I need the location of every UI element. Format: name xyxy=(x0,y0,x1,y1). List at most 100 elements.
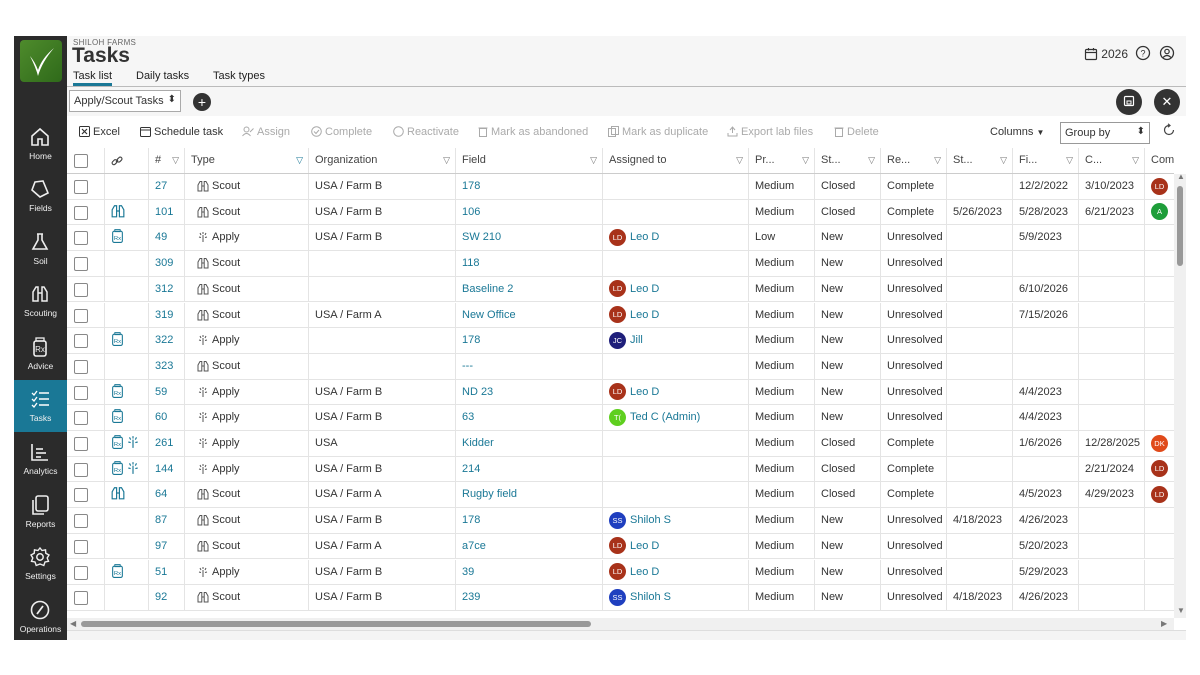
scroll-right-icon[interactable]: ▶ xyxy=(1161,619,1168,628)
row-checkbox[interactable] xyxy=(74,308,88,323)
field-link[interactable]: 239 xyxy=(462,591,481,604)
row-checkbox[interactable] xyxy=(74,514,88,529)
field-link[interactable]: a7ce xyxy=(462,539,486,552)
table-row[interactable]: 101 Scout USA / Farm B 106 Medium Closed Compl… xyxy=(67,199,1174,226)
table-row[interactable]: Rx 51 Apply USA / Farm B 39 LD Leo D Medium New U… xyxy=(67,559,1174,586)
export-lab-files-button[interactable]: Export lab files xyxy=(727,126,813,138)
table-row[interactable]: 97 Scout USA / Farm A a7ce LD Leo D Medium New U… xyxy=(67,533,1174,560)
scout-link-icon[interactable] xyxy=(111,487,127,500)
task-number-link[interactable]: 27 xyxy=(155,180,168,192)
prescription-icon[interactable]: Rx xyxy=(111,332,126,347)
table-row[interactable]: 309 Scout 118 Medium New Unresolved xyxy=(67,251,1174,277)
sidebar-item-operations[interactable]: Operations xyxy=(14,591,67,640)
schedule-task-button[interactable]: Schedule task xyxy=(140,126,223,138)
filter-icon[interactable]: ▽ xyxy=(1066,155,1073,165)
row-checkbox[interactable] xyxy=(74,180,88,194)
vertical-scroll-thumb[interactable] xyxy=(1177,186,1183,266)
field-link[interactable]: 63 xyxy=(462,411,475,424)
header-field[interactable]: Field ▽ xyxy=(456,148,603,173)
vertical-scrollbar[interactable]: ▲ ▼ xyxy=(1174,172,1186,618)
horizontal-scroll-thumb[interactable] xyxy=(81,621,591,627)
row-checkbox[interactable] xyxy=(74,385,88,400)
tab-task-types[interactable]: Task types xyxy=(213,70,265,82)
assignee-link[interactable]: Leo D xyxy=(630,308,660,321)
sidebar-item-scouting[interactable]: Scouting xyxy=(14,275,67,327)
task-number-link[interactable]: 319 xyxy=(155,308,174,321)
add-view-button[interactable]: + xyxy=(193,93,211,111)
field-link[interactable]: Rugby field xyxy=(462,488,518,501)
task-number-link[interactable]: 322 xyxy=(155,334,174,347)
table-row[interactable]: Rx 60 Apply USA / Farm B 63 T(Ted C (Admin) Me… xyxy=(67,405,1174,431)
prescription-icon[interactable]: Rx xyxy=(111,435,126,449)
header-links[interactable] xyxy=(105,148,149,173)
table-row[interactable]: 92 Scout USA / Farm B 239 SS Shiloh S Medium Ne… xyxy=(67,585,1174,611)
assignee-link[interactable]: Leo D xyxy=(630,385,660,398)
scout-link-icon[interactable] xyxy=(111,204,127,218)
task-number-link[interactable]: 49 xyxy=(155,231,168,244)
year-selector[interactable]: 2026 xyxy=(1084,46,1128,61)
table-row[interactable]: Rx 144 Apply USA / Farm B 214 Medium Closed Com… xyxy=(67,456,1174,483)
complete-button[interactable]: Complete xyxy=(311,126,372,138)
filter-icon[interactable]: ▽ xyxy=(934,155,941,165)
mark-abandoned-button[interactable]: Mark as abandoned xyxy=(478,126,588,138)
select-all-checkbox[interactable] xyxy=(74,154,88,168)
header-completed-by[interactable]: Comp xyxy=(1145,148,1174,173)
field-link[interactable]: 178 xyxy=(462,334,481,347)
task-number-link[interactable]: 144 xyxy=(155,462,174,475)
filter-icon[interactable]: ▽ xyxy=(1000,155,1007,165)
row-checkbox[interactable] xyxy=(74,411,88,426)
task-number-link[interactable]: 309 xyxy=(155,257,174,270)
prescription-icon[interactable]: Rx xyxy=(111,409,126,424)
task-number-link[interactable]: 312 xyxy=(155,282,174,295)
task-number-link[interactable]: 101 xyxy=(155,205,174,218)
filter-active-icon[interactable]: ▽ xyxy=(296,155,303,165)
reactivate-button[interactable]: Reactivate xyxy=(393,126,459,138)
row-checkbox[interactable] xyxy=(74,462,88,477)
table-row[interactable]: 27 Scout USA / Farm B 178 Medium Closed Comple… xyxy=(67,174,1174,200)
header-finish-date[interactable]: Fi... ▽ xyxy=(1013,148,1079,173)
field-link[interactable]: --- xyxy=(462,359,473,372)
header-assigned-to[interactable]: Assigned to ▽ xyxy=(603,148,749,173)
header-created-date[interactable]: C... ▽ xyxy=(1079,148,1145,173)
assignee-link[interactable]: Leo D xyxy=(630,565,660,578)
assignee-link[interactable]: Leo D xyxy=(630,539,660,552)
row-checkbox[interactable] xyxy=(74,488,88,503)
task-number-link[interactable]: 60 xyxy=(155,411,168,424)
field-link[interactable]: 118 xyxy=(462,257,480,270)
task-number-link[interactable]: 323 xyxy=(155,359,174,372)
field-link[interactable]: Kidder xyxy=(462,437,494,449)
field-link[interactable]: Baseline 2 xyxy=(462,282,514,295)
group-by-select[interactable]: Group by ⬍ xyxy=(1060,122,1150,144)
row-checkbox[interactable] xyxy=(74,282,88,297)
close-view-button[interactable]: ✕ xyxy=(1154,89,1180,115)
table-row[interactable]: 64 Scout USA / Farm A Rugby field Medium Clos… xyxy=(67,482,1174,509)
header-type[interactable]: Type ▽ xyxy=(185,148,309,173)
assign-button[interactable]: Assign xyxy=(242,126,290,138)
sidebar-item-fields[interactable]: Fields xyxy=(14,170,67,222)
row-checkbox[interactable] xyxy=(74,359,88,374)
table-row[interactable]: 323 Scout --- Medium New Unresolved xyxy=(67,353,1174,380)
field-link[interactable]: 178 xyxy=(462,180,481,192)
sidebar-item-tasks[interactable]: Tasks xyxy=(14,380,67,432)
sidebar-item-advice[interactable]: Rx Advice xyxy=(14,328,67,380)
header-result[interactable]: Re... ▽ xyxy=(881,148,947,173)
assignee-link[interactable]: Leo D xyxy=(630,282,660,295)
filter-icon[interactable]: ▽ xyxy=(802,155,809,165)
prescription-icon[interactable]: Rx xyxy=(111,383,126,398)
sidebar-item-reports[interactable]: Reports xyxy=(14,486,67,538)
table-row[interactable]: 312 Scout Baseline 2 LD Leo D Medium New Unreso… xyxy=(67,276,1174,303)
table-row[interactable]: Rx 322 Apply 178 JC Jill Medium New Unresolved xyxy=(67,328,1174,354)
task-number-link[interactable]: 59 xyxy=(155,385,168,398)
table-row[interactable]: 87 Scout USA / Farm B 178 SS Shiloh S Medium Ne… xyxy=(67,508,1174,534)
header-priority[interactable]: Pr... ▽ xyxy=(749,148,815,173)
assignee-link[interactable]: Ted C (Admin) xyxy=(630,411,701,424)
apply-link-icon[interactable] xyxy=(126,461,142,475)
header-num[interactable]: # ▽ xyxy=(149,148,185,173)
field-link[interactable]: 214 xyxy=(462,462,481,475)
table-row[interactable]: Rx 49 Apply USA / Farm B SW 210 LD Leo D Low New… xyxy=(67,225,1174,252)
task-number-link[interactable]: 51 xyxy=(155,565,168,578)
field-link[interactable]: ND 23 xyxy=(462,385,494,398)
task-number-link[interactable]: 87 xyxy=(155,514,168,527)
help-icon[interactable]: ? xyxy=(1135,45,1151,61)
scroll-up-icon[interactable]: ▲ xyxy=(1177,172,1185,181)
